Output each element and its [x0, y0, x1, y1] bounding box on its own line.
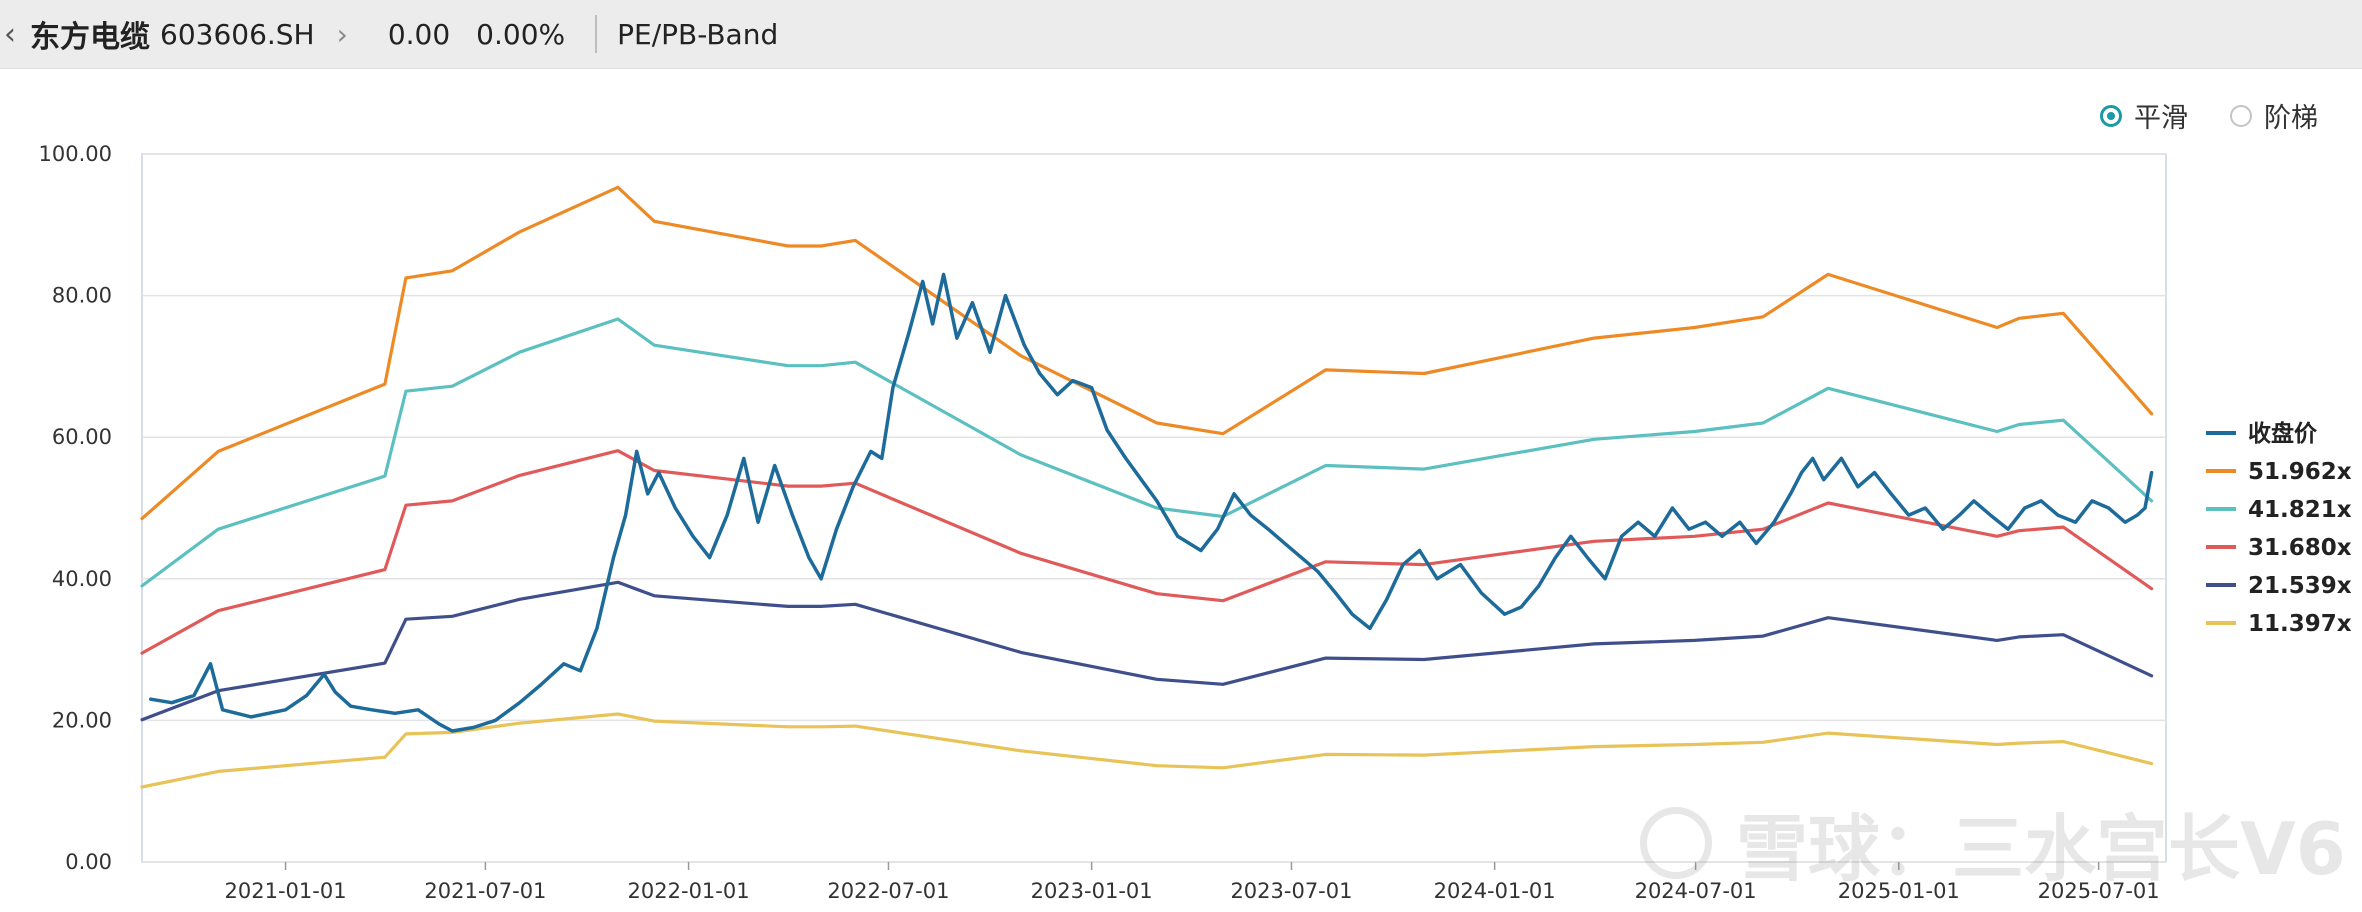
- x-tick-label: 2023-01-01: [1031, 879, 1153, 903]
- x-tick-label: 2022-07-01: [827, 879, 949, 903]
- legend-label: 21.539x: [2248, 573, 2352, 599]
- mode-option-label: 阶梯: [2264, 103, 2318, 134]
- mode-option-label: 平滑: [2134, 103, 2188, 134]
- chevron-left-icon[interactable]: ‹: [4, 16, 16, 52]
- legend-label: 31.680x: [2248, 535, 2352, 561]
- snowball-logo-icon: [1640, 806, 1712, 879]
- chevron-right-icon[interactable]: ›: [336, 17, 348, 51]
- pe-pb-band-tab[interactable]: PE/PB-Band: [617, 17, 779, 51]
- y-tick-label: 100.00: [39, 142, 112, 166]
- x-tick-label: 2024-01-01: [1434, 879, 1556, 903]
- legend-label: 收盘价: [2248, 420, 2318, 447]
- stock-code: 603606.SH: [160, 17, 315, 51]
- legend-label: 11.397x: [2248, 611, 2352, 637]
- x-tick-label: 2022-01-01: [628, 879, 750, 903]
- watermark: 雪球：三水宫长V6: [1640, 790, 2346, 895]
- mode-option-step[interactable]: 阶梯: [2230, 96, 2318, 135]
- x-tick-label: 2023-07-01: [1230, 879, 1352, 903]
- stock-name: 东方电缆: [30, 20, 150, 55]
- series-line-11397: [140, 712, 2154, 789]
- series-line-31680: [140, 449, 2154, 655]
- radio-selected-icon: [2100, 104, 2122, 127]
- y-tick-label: 0.00: [65, 850, 112, 874]
- mode-option-smooth[interactable]: 平滑: [2100, 96, 2188, 135]
- stock-change-pct: 0.00%: [476, 17, 566, 51]
- y-tick-label: 60.00: [52, 425, 112, 449]
- series-line-21539: [140, 580, 2154, 722]
- top-bar: ‹ 东方电缆 603606.SH › 0.00 0.00% PE/PB-Band: [0, 0, 2362, 69]
- series-line-41821: [140, 317, 2154, 588]
- x-tick-label: 2021-01-01: [225, 879, 347, 903]
- stock-price: 0.00: [387, 17, 451, 51]
- x-tick-label: 2025-07-01: [2038, 879, 2160, 903]
- y-tick-label: 40.00: [52, 567, 112, 591]
- legend-label: 51.962x: [2248, 459, 2352, 485]
- radio-unselected-icon: [2230, 104, 2252, 127]
- watermark-text: 雪球：三水宫长V6: [1736, 807, 2346, 891]
- y-tick-label: 20.00: [52, 708, 112, 732]
- x-tick-label: 2024-07-01: [1635, 879, 1757, 903]
- x-tick-label: 2021-07-01: [424, 879, 546, 903]
- header-divider: [595, 15, 598, 53]
- series-line-51962: [140, 185, 2154, 521]
- legend-label: 41.821x: [2248, 497, 2352, 523]
- mode-toggle: 平滑 阶梯: [2100, 96, 2360, 135]
- x-tick-label: 2025-01-01: [1838, 879, 1960, 903]
- y-tick-label: 80.00: [52, 284, 112, 308]
- series-line-close: [149, 272, 2154, 733]
